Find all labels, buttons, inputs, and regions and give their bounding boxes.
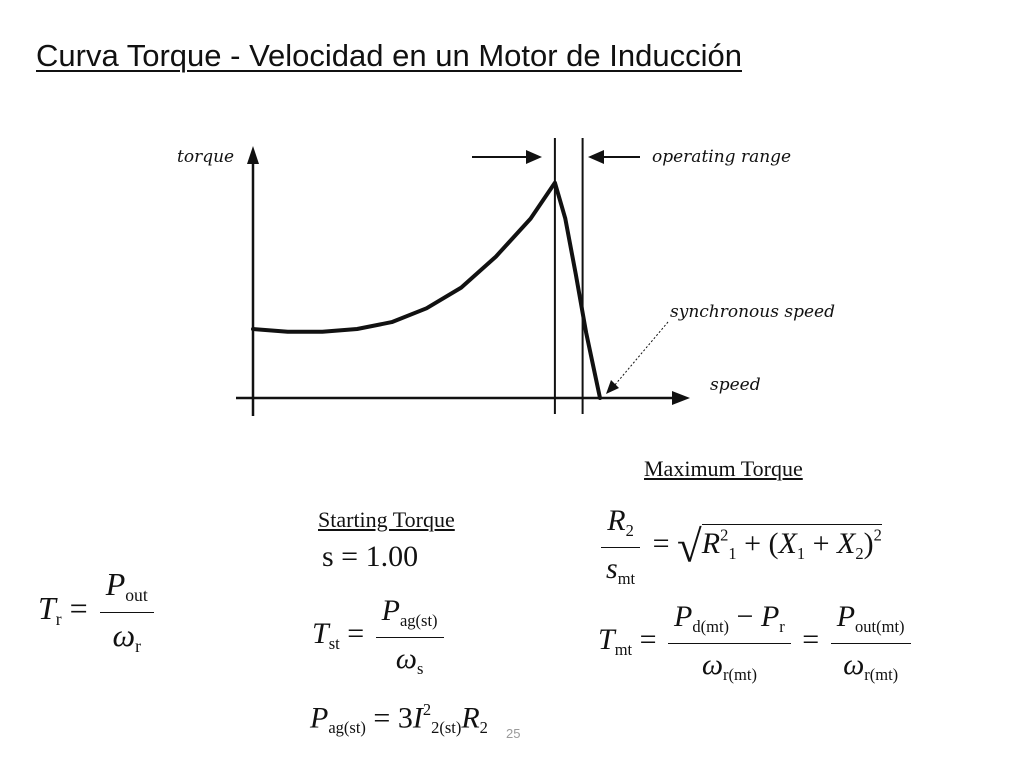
sub-out-mt: out(mt) <box>855 616 905 636</box>
right-paren: ) <box>863 527 874 561</box>
slip-start: s = 1.00 <box>322 540 419 573</box>
numerator: R2 <box>601 504 640 548</box>
sub-r-mt: r(mt) <box>864 664 899 684</box>
sup-2: 2 <box>873 525 882 545</box>
equals: = <box>347 617 365 651</box>
equals: = <box>802 623 820 657</box>
symbol-T: T <box>598 623 615 657</box>
symbol-R: R <box>461 701 480 735</box>
denominator: smt <box>600 548 641 589</box>
sup-2: 2 <box>720 525 729 545</box>
symbol-P: P <box>836 600 856 633</box>
slide-title: Curva Torque - Velocidad en un Motor de … <box>36 38 742 73</box>
symbol-R: R <box>607 504 626 537</box>
fraction: Pout ωr <box>99 566 154 657</box>
sub-r: r <box>55 609 62 630</box>
symbol-R: R <box>701 527 721 561</box>
torque-axis-arrow <box>247 146 259 164</box>
page-number: 25 <box>506 726 521 741</box>
sup-2: 2 <box>422 700 432 719</box>
sub-1: 1 <box>796 543 806 563</box>
starting-torque-formula: Tst = Pag(st) ωs <box>312 594 448 679</box>
symbol-omega: ω <box>395 641 417 675</box>
max-slip-formula: R2 smt = √R21 + (X1 + X2)2 <box>596 504 882 589</box>
speed-axis-label: speed <box>710 375 761 395</box>
sub-2: 2 <box>479 718 488 738</box>
torque-axis-label: torque <box>177 147 234 167</box>
sub-mt: mt <box>614 639 633 659</box>
sub-2-st: 2(st) <box>431 718 462 738</box>
symbol-P: P <box>105 566 126 602</box>
symbol-omega: ω <box>843 647 865 681</box>
symbol-P: P <box>310 701 329 735</box>
denominator: ωs <box>390 638 430 679</box>
symbol-omega: ω <box>701 647 724 681</box>
plus: + <box>744 527 761 561</box>
starting-power-formula: Pag(st) = 3I22(st)R2 <box>310 700 488 738</box>
equals: = <box>373 701 391 735</box>
operating-range-label: operating range <box>652 147 791 167</box>
sub-r-mt: r(mt) <box>723 664 757 684</box>
symbol-I: I <box>412 701 423 735</box>
symbol-s: s <box>606 551 618 585</box>
radicand: R21 + (X1 + X2)2 <box>701 524 882 563</box>
maximum-torque-heading: Maximum Torque <box>644 456 803 481</box>
range-right-arrowhead <box>588 150 604 164</box>
symbol-omega: ω <box>112 617 136 654</box>
numerator: Pd(mt) − Pr <box>668 600 791 644</box>
sub-ag-st: ag(st) <box>399 610 438 630</box>
sub-2: 2 <box>625 520 634 540</box>
range-left-arrowhead <box>526 150 542 164</box>
denominator: ωr(mt) <box>837 644 904 685</box>
speed-axis-arrow <box>672 391 690 405</box>
denominator: ωr <box>106 613 146 657</box>
sub-r: r <box>779 616 785 636</box>
sub-ag-st: ag(st) <box>328 718 366 738</box>
sync-speed-leader <box>613 321 669 387</box>
sub-d-mt: d(mt) <box>692 616 730 636</box>
sub-mt: mt <box>617 568 636 588</box>
sub-s: s <box>416 658 424 678</box>
fraction-2: Pout(mt) ωr(mt) <box>830 600 911 685</box>
symbol-X: X <box>836 527 856 561</box>
symbol-P: P <box>674 600 693 633</box>
minus: − <box>736 600 754 633</box>
torque-general-formula: Tr = Pout ωr <box>38 566 158 657</box>
equals: = <box>69 590 88 626</box>
symbol-P: P <box>381 594 400 627</box>
sqrt-icon: √ <box>677 521 702 572</box>
fraction-1: Pd(mt) − Pr ωr(mt) <box>668 600 791 685</box>
coefficient: 3 <box>397 701 413 735</box>
fraction: Pag(st) ωs <box>375 594 444 679</box>
sub-r: r <box>135 636 141 657</box>
max-torque-formula: Tmt = Pd(mt) − Pr ωr(mt) = Pout(mt) ωr(m… <box>598 600 915 685</box>
numerator: Pout <box>99 566 154 614</box>
sub-1: 1 <box>728 543 737 563</box>
symbol-P: P <box>760 600 780 633</box>
torque-speed-curve <box>251 180 602 400</box>
left-paren: ( <box>768 527 779 561</box>
sub-2: 2 <box>855 543 864 563</box>
synchronous-speed-label: synchronous speed <box>670 302 835 322</box>
sub-out: out <box>125 585 148 606</box>
fraction: R2 smt <box>600 504 641 589</box>
sub-st: st <box>328 633 340 653</box>
symbol-X: X <box>778 527 797 561</box>
symbol-T: T <box>38 590 56 626</box>
equals: = <box>652 527 670 561</box>
numerator: Pout(mt) <box>830 600 911 644</box>
denominator: ωr(mt) <box>696 644 763 685</box>
numerator: Pag(st) <box>375 594 444 638</box>
sync-speed-arrowhead <box>606 380 619 394</box>
symbol-T: T <box>312 617 329 651</box>
starting-torque-heading: Starting Torque <box>318 507 455 532</box>
plus: + <box>812 527 830 561</box>
equals: = <box>639 623 657 657</box>
